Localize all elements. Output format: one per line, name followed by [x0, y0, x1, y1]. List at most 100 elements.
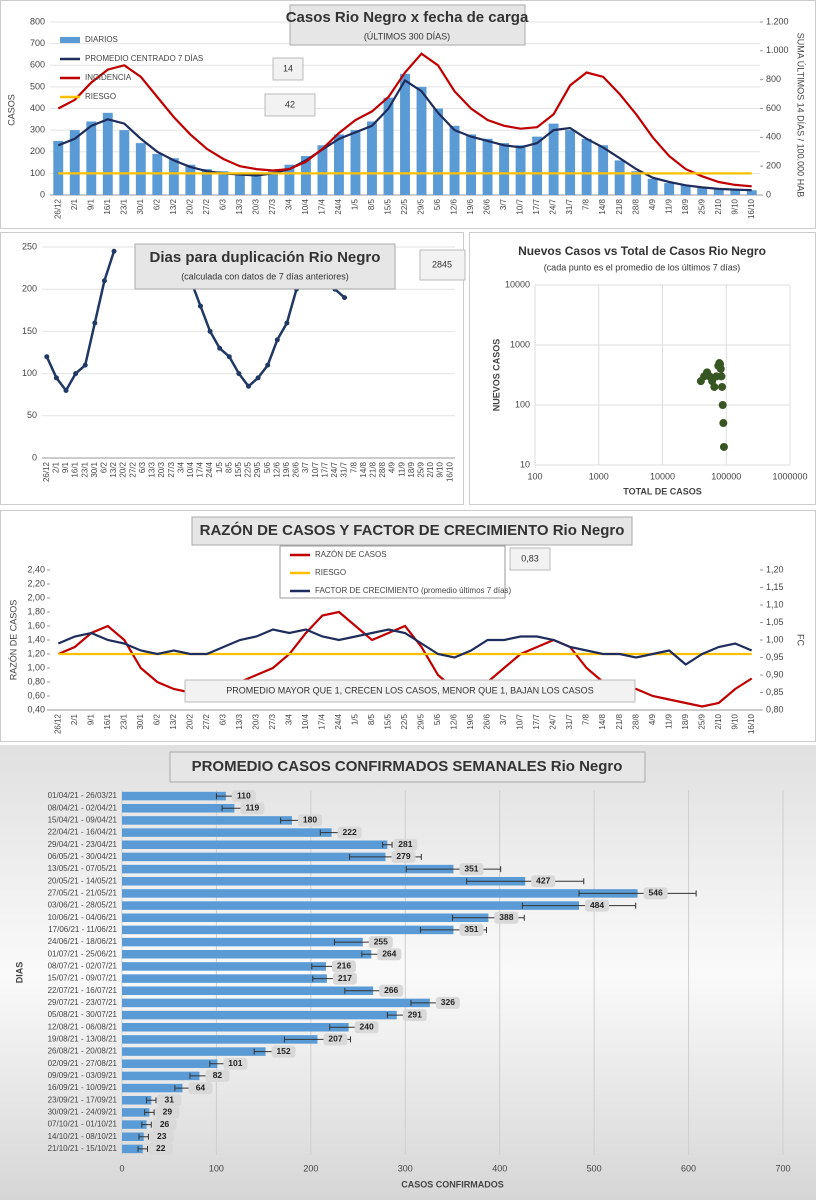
- x-tick-label: 100000: [711, 471, 741, 481]
- y-tick-label: 100: [30, 168, 45, 178]
- x-tick-label: 16/10: [445, 461, 454, 482]
- x-tick-label: 13/2: [109, 461, 118, 477]
- y-tick-label: 0,40: [27, 704, 45, 714]
- value-label-box: [379, 984, 404, 997]
- y-tick-label: 14/10/21 - 08/10/21: [48, 1132, 118, 1141]
- value-label: 266: [384, 985, 398, 995]
- bar: [122, 1047, 266, 1056]
- bar: [122, 1095, 152, 1105]
- x-tick-label: 10/7: [311, 461, 320, 477]
- x-tick-label: 27/3: [167, 461, 176, 477]
- y2-tick-label: 0,85: [766, 687, 784, 697]
- x-tick-label: 17/7: [320, 461, 329, 477]
- y-tick-label: 150: [22, 326, 37, 336]
- bar: [284, 164, 295, 195]
- x-tick-label: 31/7: [340, 461, 349, 477]
- x-tick-label: 30/1: [136, 198, 145, 214]
- y-tick-label: 1000: [510, 339, 530, 349]
- bar: [664, 183, 675, 195]
- annotation-box: [509, 547, 551, 571]
- x-tick-label: 9/10: [730, 713, 739, 729]
- x-tick-label: 12/6: [450, 198, 459, 214]
- x-tick-label: 23/1: [80, 461, 89, 477]
- x-tick-label: 21/8: [615, 713, 624, 729]
- y-tick-label: 1,40: [27, 634, 45, 644]
- bar: [631, 171, 642, 195]
- x-tick-label: 300: [398, 1163, 413, 1173]
- y2-tick-label: 1,10: [766, 599, 784, 609]
- y-tick-label: 100: [515, 399, 530, 409]
- error-bar: [144, 1109, 155, 1116]
- y-tick-label: 15/04/21 - 09/04/21: [48, 816, 118, 825]
- bar: [548, 123, 559, 195]
- value-label-box: [231, 790, 256, 803]
- axis-title: CASOS CONFIRMADOS: [401, 1179, 504, 1189]
- bar: [201, 169, 212, 195]
- y-tick-label: 1,60: [27, 620, 45, 630]
- bar: [713, 188, 724, 195]
- x-tick-label: 12/6: [450, 713, 459, 729]
- x-tick-label: 24/7: [330, 461, 339, 477]
- bar: [466, 134, 476, 195]
- x-tick-label: 30/1: [136, 713, 145, 729]
- x-tick-label: 1/5: [351, 713, 360, 725]
- y-tick-label: 17/06/21 - 11/06/21: [48, 925, 117, 934]
- marker: [92, 320, 98, 326]
- x-tick-label: 26/12: [53, 198, 62, 219]
- y-tick-label: 200: [22, 284, 37, 294]
- x-tick-label: 17/4: [318, 713, 327, 729]
- y-tick-label: 29/07/21 - 23/07/21: [48, 998, 118, 1007]
- axis-title: NUEVOS CASOS: [491, 339, 501, 412]
- x-tick-label: 24/4: [334, 198, 343, 214]
- chart-title: Nuevos Casos vs Total de Casos Rio Negro: [518, 244, 766, 258]
- bar: [122, 828, 332, 837]
- x-tick-label: 16/1: [103, 198, 112, 214]
- y-tick-label: 29/04/21 - 23/04/21: [48, 840, 118, 849]
- x-tick-label: 18/9: [681, 198, 690, 214]
- x-tick-label: 14/8: [598, 198, 607, 214]
- legend-label: INCIDENCIA: [85, 73, 132, 82]
- x-tick-label: 2/10: [426, 461, 435, 477]
- x-tick-label: 23/1: [119, 198, 128, 214]
- x-tick-label: 13/3: [148, 461, 157, 477]
- x-tick-label: 16/1: [103, 713, 112, 729]
- bar: [122, 1010, 397, 1020]
- error-bar: [382, 841, 393, 848]
- chart-title: PROMEDIO CASOS CONFIRMADOS SEMANALES Rio…: [192, 758, 623, 775]
- y-tick-label: 06/05/21 - 30/04/21: [48, 852, 118, 861]
- value-label: 82: [213, 1070, 223, 1080]
- x-tick-label: 100: [209, 1163, 224, 1173]
- value-label-box: [331, 960, 356, 973]
- bar: [122, 986, 374, 996]
- x-tick-label: 18/9: [681, 713, 690, 729]
- x-tick-label: 27/3: [268, 713, 277, 729]
- value-label: 216: [337, 961, 351, 971]
- error-bar: [466, 878, 585, 885]
- error-bar: [141, 1121, 152, 1128]
- marker: [44, 354, 50, 360]
- value-label: 22: [156, 1143, 166, 1153]
- marker: [236, 371, 242, 377]
- x-tick-label: 500: [587, 1163, 602, 1173]
- value-label: 29: [163, 1107, 173, 1117]
- bar: [367, 121, 377, 195]
- marker: [274, 337, 280, 343]
- y2-tick-label: 0,90: [766, 669, 784, 679]
- value-label-box: [149, 1130, 174, 1143]
- error-bar: [138, 1133, 149, 1140]
- bar: [122, 1108, 150, 1117]
- y-tick-label: 10000: [505, 279, 530, 289]
- x-tick-label: 2/10: [714, 198, 723, 214]
- bar: [482, 138, 493, 195]
- y-tick-label: 2,00: [27, 592, 45, 602]
- value-label-box: [459, 863, 484, 876]
- bar: [350, 130, 361, 195]
- y2-tick-label: 600: [766, 103, 781, 113]
- x-tick-label: 600: [681, 1163, 696, 1173]
- bar: [647, 178, 658, 195]
- value-label: 222: [343, 827, 357, 837]
- x-tick-label: 11/9: [664, 198, 673, 214]
- y-tick-label: 30/09/21 - 24/09/21: [48, 1108, 118, 1117]
- value-label-box: [643, 887, 668, 900]
- y-tick-label: 800: [30, 16, 45, 26]
